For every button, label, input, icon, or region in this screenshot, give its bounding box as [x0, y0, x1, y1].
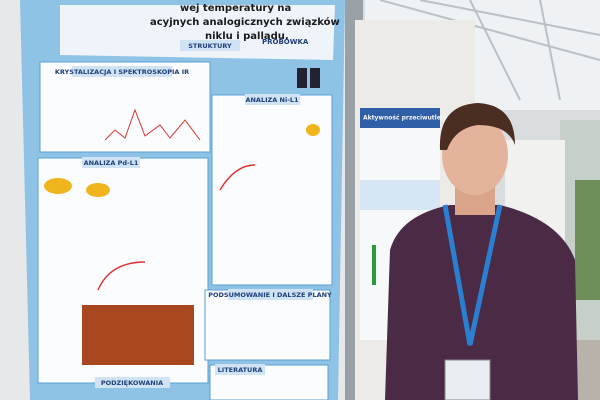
poster-title: acyjnych analogicznych związków — [150, 16, 340, 28]
logo: PROBÓWKA — [262, 37, 309, 46]
section-header: PODSUMOWANIE I DALSZE PLANY — [208, 291, 332, 299]
poster-2-banner — [360, 108, 440, 128]
person — [385, 103, 578, 400]
poster-title: wej temperatury na — [180, 3, 291, 14]
skylight-frame — [379, 0, 600, 101]
section-header: KRYSTALIZACJA I SPEKTROSKOPIA IR — [55, 68, 189, 76]
poster-2-graphic — [372, 245, 376, 285]
plant — [575, 180, 600, 300]
title-panel — [60, 5, 335, 60]
section-headers — [72, 40, 313, 388]
section-header: STRUKTURY — [188, 42, 232, 50]
poster-2-title: Aktywność przeciwutleniająca — [363, 115, 465, 122]
section-header: ANALIZA Pd-L1 — [84, 159, 139, 167]
section-header: PODZIĘKOWANIA — [101, 379, 163, 387]
poster-title: niklu i palladu. — [205, 31, 289, 42]
poster-2-panel — [360, 180, 440, 210]
poster-graphics — [44, 68, 320, 365]
section-header: ANALIZA Ni-L1 — [245, 96, 299, 104]
section-header: LITERATURA — [218, 366, 263, 374]
